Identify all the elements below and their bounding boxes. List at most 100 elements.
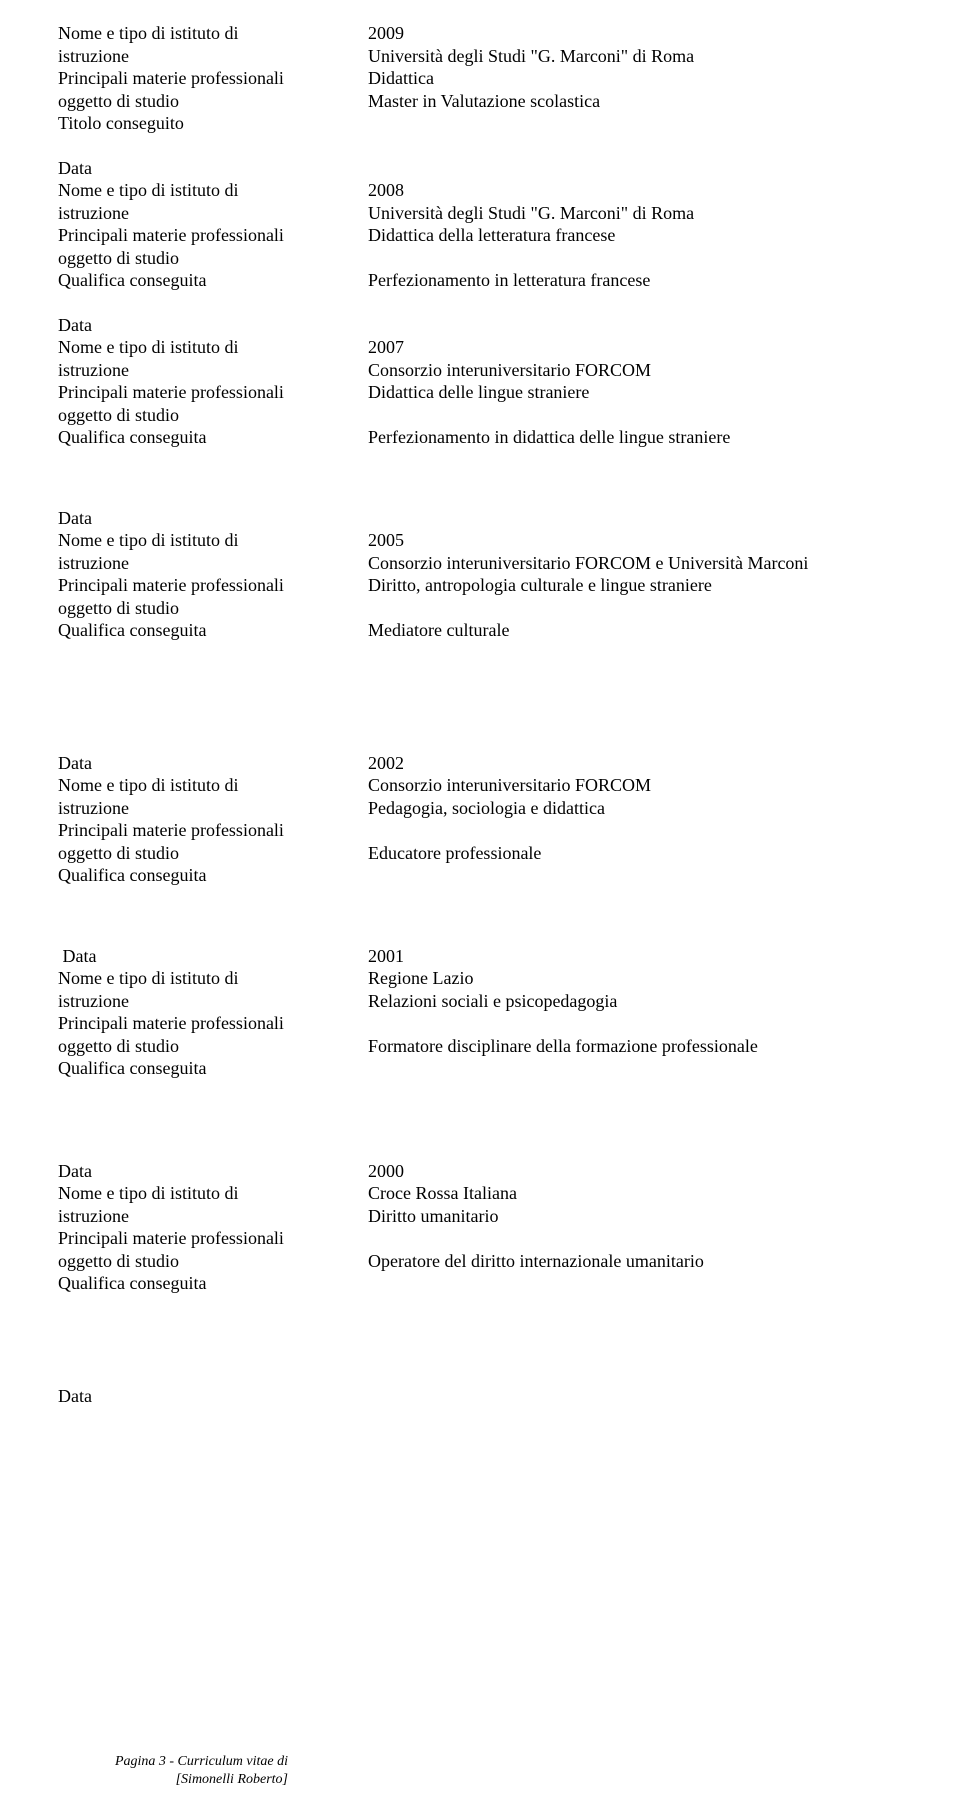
label-istruzione: istruzione [58, 45, 344, 68]
entry-labels: Nome e tipo di istituto di istruzione Pr… [58, 529, 368, 642]
footer-line2: [Simonelli Roberto] [58, 1771, 288, 1789]
label-istruzione: istruzione [58, 359, 344, 382]
label-istruzione: istruzione [58, 797, 344, 820]
entry-2000: Data Nome e tipo di istituto di istruzio… [58, 1160, 902, 1295]
spacer [58, 1295, 902, 1385]
value-subject: Didattica delle lingue straniere [368, 381, 902, 404]
entry-2007: Data Nome e tipo di istituto di istruzio… [58, 314, 902, 449]
label-materie: Principali materie professionali [58, 1012, 344, 1035]
entry-labels: Nome e tipo di istituto di istruzione Pr… [58, 22, 368, 135]
label-data-bottom: Data [58, 1385, 368, 1408]
value-subject: Diritto, antropologia culturale e lingue… [368, 574, 902, 597]
entry-values: 2009 Università degli Studi "G. Marconi"… [368, 22, 902, 112]
value-subject: Didattica della letteratura francese [368, 224, 902, 247]
label-qualifica: Qualifica conseguita [58, 1057, 344, 1080]
value-place: Consorzio interuniversitario FORCOM [368, 359, 902, 382]
label-titolo: Titolo conseguito [58, 112, 344, 135]
entry-labels: Nome e tipo di istituto di istruzione Pr… [58, 336, 368, 449]
label-istruzione: istruzione [58, 1205, 344, 1228]
label-data: Data [58, 314, 368, 337]
label-oggetto: oggetto di studio [58, 404, 344, 427]
label-oggetto: oggetto di studio [58, 597, 344, 620]
label-nome-tipo: Nome e tipo di istituto di [58, 774, 344, 797]
label-data: Data [58, 507, 368, 530]
label-data: Data [58, 945, 344, 968]
label-materie: Principali materie professionali [58, 67, 344, 90]
value-year: 2008 [368, 179, 902, 202]
entry-labels: Nome e tipo di istituto di istruzione Pr… [58, 179, 368, 292]
label-nome-tipo: Nome e tipo di istituto di [58, 529, 344, 552]
value-result: Formatore disciplinare della formazione … [368, 1035, 902, 1058]
value-subject: Didattica [368, 67, 902, 90]
entry-values: 2002 Consorzio interuniversitario FORCOM… [368, 752, 902, 865]
label-oggetto: oggetto di studio [58, 842, 344, 865]
label-materie: Principali materie professionali [58, 819, 344, 842]
entry-2008: Data Nome e tipo di istituto di istruzio… [58, 157, 902, 292]
label-oggetto: oggetto di studio [58, 1035, 344, 1058]
entry-2001: Data Nome e tipo di istituto di istruzio… [58, 945, 902, 1080]
label-materie: Principali materie professionali [58, 574, 344, 597]
value-result: Perfezionamento in didattica delle lingu… [368, 426, 902, 449]
spacer [58, 1080, 902, 1160]
entry-values: 2008 Università degli Studi "G. Marconi"… [368, 179, 902, 292]
spacer [58, 292, 902, 314]
entry-2009: Nome e tipo di istituto di istruzione Pr… [58, 22, 902, 135]
entry-values: 2001 Regione Lazio Relazioni sociali e p… [368, 945, 902, 1058]
label-oggetto: oggetto di studio [58, 90, 344, 113]
entry-values: 2005 Consorzio interuniversitario FORCOM… [368, 529, 902, 642]
label-nome-tipo: Nome e tipo di istituto di [58, 336, 344, 359]
label-nome-tipo: Nome e tipo di istituto di [58, 1182, 344, 1205]
label-qualifica: Qualifica conseguita [58, 426, 344, 449]
value-result: Mediatore culturale [368, 619, 902, 642]
label-qualifica: Qualifica conseguita [58, 269, 344, 292]
value-place: Regione Lazio [368, 967, 902, 990]
page-footer: Pagina 3 - Curriculum vitae di [Simonell… [58, 1753, 288, 1788]
label-qualifica: Qualifica conseguita [58, 864, 344, 887]
label-nome-tipo: Nome e tipo di istituto di [58, 179, 344, 202]
label-oggetto: oggetto di studio [58, 1250, 344, 1273]
spacer [58, 449, 902, 507]
label-materie: Principali materie professionali [58, 381, 344, 404]
value-subject: Pedagogia, sociologia e didattica [368, 797, 902, 820]
value-place: Consorzio interuniversitario FORCOM e Un… [368, 552, 902, 575]
value-year: 2007 [368, 336, 902, 359]
value-subject: Relazioni sociali e psicopedagogia [368, 990, 902, 1013]
label-oggetto: oggetto di studio [58, 247, 344, 270]
value-place: Università degli Studi "G. Marconi" di R… [368, 45, 902, 68]
entry-2002: Data Nome e tipo di istituto di istruzio… [58, 752, 902, 887]
value-place: Croce Rossa Italiana [368, 1182, 902, 1205]
label-istruzione: istruzione [58, 552, 344, 575]
value-year: 2001 [368, 945, 902, 968]
spacer [58, 642, 902, 752]
value-subject: Diritto umanitario [368, 1205, 902, 1228]
entry-labels: Data Nome e tipo di istituto di istruzio… [58, 945, 368, 1080]
value-year: 2009 [368, 22, 902, 45]
label-qualifica: Qualifica conseguita [58, 1272, 344, 1295]
entry-labels: Data Nome e tipo di istituto di istruzio… [58, 1160, 368, 1295]
cv-page: Nome e tipo di istituto di istruzione Pr… [0, 0, 960, 1816]
entry-2005: Data Nome e tipo di istituto di istruzio… [58, 507, 902, 642]
label-nome-tipo: Nome e tipo di istituto di [58, 967, 344, 990]
footer-line1: Pagina 3 - Curriculum vitae di [58, 1753, 288, 1771]
value-place: Università degli Studi "G. Marconi" di R… [368, 202, 902, 225]
entry-values: 2007 Consorzio interuniversitario FORCOM… [368, 336, 902, 449]
entry-values: 2000 Croce Rossa Italiana Diritto umanit… [368, 1160, 902, 1273]
value-result: Master in Valutazione scolastica [368, 90, 902, 113]
label-istruzione: istruzione [58, 990, 344, 1013]
label-nome-tipo: Nome e tipo di istituto di [58, 22, 344, 45]
label-data: Data [58, 752, 344, 775]
value-year: 2000 [368, 1160, 902, 1183]
label-materie: Principali materie professionali [58, 1227, 344, 1250]
label-materie: Principali materie professionali [58, 224, 344, 247]
value-place: Consorzio interuniversitario FORCOM [368, 774, 902, 797]
label-istruzione: istruzione [58, 202, 344, 225]
value-result: Educatore professionale [368, 842, 902, 865]
value-result: Perfezionamento in letteratura francese [368, 269, 902, 292]
spacer [58, 135, 902, 157]
value-result: Operatore del diritto internazionale uma… [368, 1250, 902, 1273]
value-year: 2002 [368, 752, 902, 775]
label-data: Data [58, 1160, 344, 1183]
value-year: 2005 [368, 529, 902, 552]
spacer [58, 887, 902, 945]
entry-labels: Data Nome e tipo di istituto di istruzio… [58, 752, 368, 887]
